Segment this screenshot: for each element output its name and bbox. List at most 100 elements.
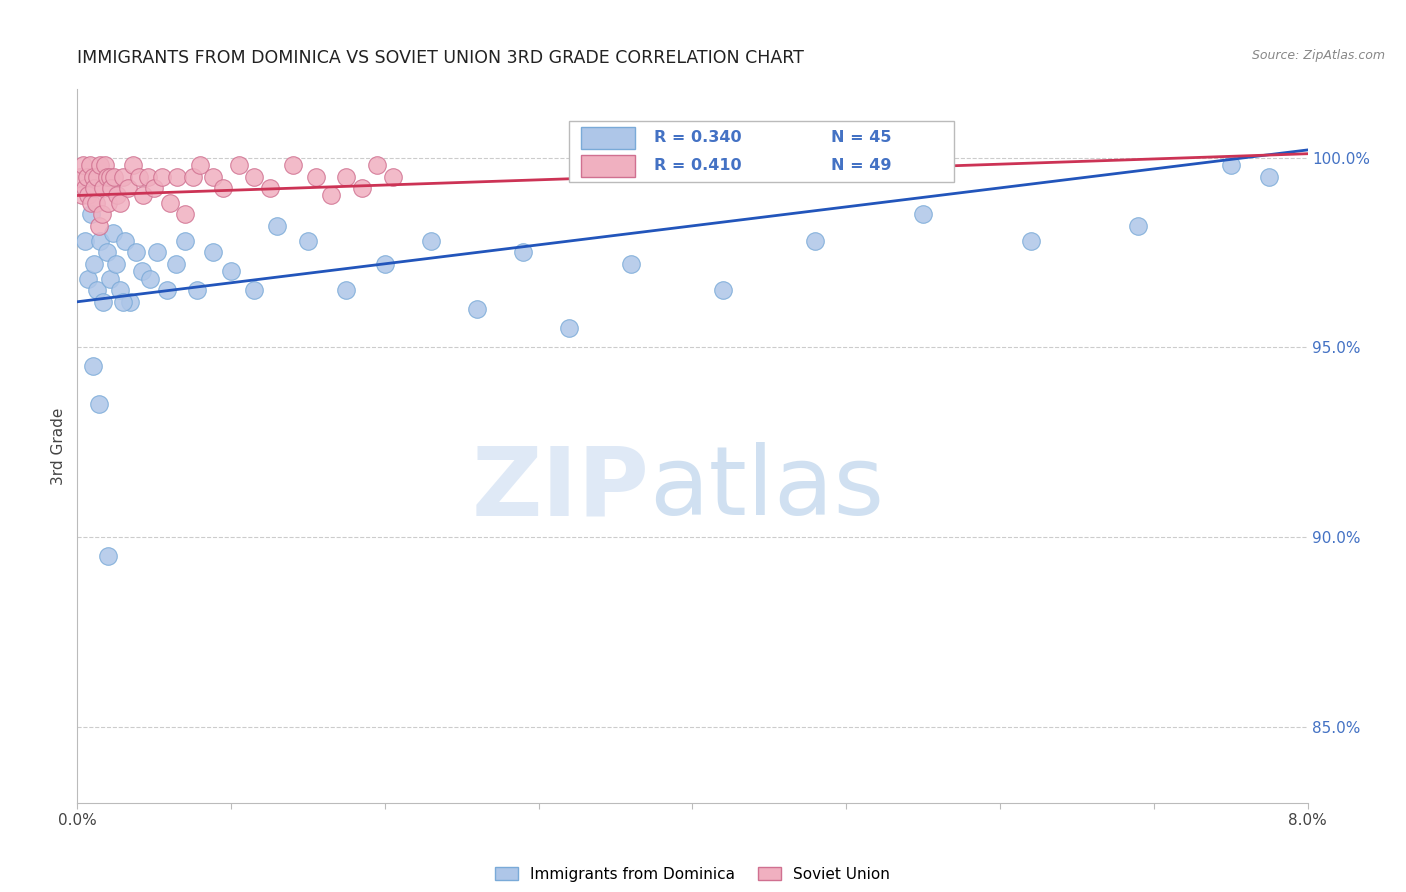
Point xyxy=(335,284,357,298)
Point xyxy=(101,227,124,241)
Point xyxy=(82,169,104,184)
Point xyxy=(201,169,224,184)
Point xyxy=(281,158,304,172)
Point xyxy=(305,169,328,184)
Point xyxy=(228,158,250,172)
Y-axis label: 3rd Grade: 3rd Grade xyxy=(51,408,66,484)
Point xyxy=(87,219,110,233)
Point xyxy=(128,169,150,184)
Point xyxy=(98,169,121,184)
Point xyxy=(131,264,153,278)
Point xyxy=(138,272,160,286)
Point xyxy=(181,169,204,184)
Point xyxy=(350,181,373,195)
Point xyxy=(143,181,166,195)
Point xyxy=(121,158,143,172)
Point xyxy=(243,284,266,298)
Point xyxy=(112,169,135,184)
Point xyxy=(620,257,643,271)
Point xyxy=(374,257,396,271)
Point xyxy=(266,219,288,233)
Point xyxy=(1019,234,1042,248)
Point xyxy=(335,169,357,184)
Point xyxy=(87,397,110,411)
Point xyxy=(82,359,104,374)
Point xyxy=(83,257,105,271)
Point xyxy=(77,188,100,202)
Point xyxy=(86,284,108,298)
Point xyxy=(174,234,197,248)
Point xyxy=(112,294,135,309)
Point xyxy=(558,321,581,335)
Point xyxy=(117,181,139,195)
Point xyxy=(219,264,242,278)
Point xyxy=(165,257,187,271)
Point xyxy=(136,169,159,184)
Point xyxy=(146,245,169,260)
Point xyxy=(110,284,132,298)
Point xyxy=(465,302,488,317)
Point xyxy=(212,181,235,195)
Point xyxy=(118,294,141,309)
Point xyxy=(166,169,188,184)
Legend: Immigrants from Dominica, Soviet Union: Immigrants from Dominica, Soviet Union xyxy=(489,861,896,888)
Point xyxy=(243,169,266,184)
Point xyxy=(186,284,208,298)
Point xyxy=(512,245,534,260)
Point xyxy=(174,207,197,221)
Text: Source: ZipAtlas.com: Source: ZipAtlas.com xyxy=(1251,49,1385,62)
Point xyxy=(77,272,100,286)
Point xyxy=(105,188,128,202)
Point xyxy=(80,196,103,211)
Point xyxy=(73,234,96,248)
Point xyxy=(420,234,443,248)
Point xyxy=(70,188,93,202)
Point xyxy=(190,158,212,172)
Point xyxy=(104,257,127,271)
Point xyxy=(150,169,173,184)
Point xyxy=(114,234,136,248)
Point xyxy=(84,196,107,211)
Point xyxy=(110,196,132,211)
Point xyxy=(201,245,224,260)
Point xyxy=(1219,158,1241,172)
Point xyxy=(83,181,105,195)
Point xyxy=(159,196,181,211)
Point xyxy=(97,196,120,211)
Point xyxy=(93,181,115,195)
Point xyxy=(132,188,155,202)
Point xyxy=(69,169,91,184)
Point xyxy=(96,169,118,184)
Text: ZIP: ZIP xyxy=(471,442,650,535)
Point xyxy=(98,272,121,286)
Point xyxy=(297,234,319,248)
Point xyxy=(97,549,120,563)
Point xyxy=(96,245,118,260)
Point xyxy=(319,188,342,202)
Point xyxy=(89,158,111,172)
Text: IMMIGRANTS FROM DOMINICA VS SOVIET UNION 3RD GRADE CORRELATION CHART: IMMIGRANTS FROM DOMINICA VS SOVIET UNION… xyxy=(77,49,804,67)
Point xyxy=(79,158,101,172)
Point xyxy=(804,234,827,248)
Point xyxy=(80,207,103,221)
Point xyxy=(73,181,96,195)
Point xyxy=(1128,219,1150,233)
Point xyxy=(89,234,111,248)
Point xyxy=(103,169,125,184)
Point xyxy=(72,158,94,172)
Point xyxy=(259,181,281,195)
Point xyxy=(711,284,734,298)
Point xyxy=(86,169,108,184)
Point xyxy=(93,294,115,309)
Point xyxy=(125,245,148,260)
Point xyxy=(381,169,404,184)
Point xyxy=(76,169,98,184)
Point xyxy=(155,284,177,298)
Point xyxy=(94,158,117,172)
Point xyxy=(912,207,935,221)
Point xyxy=(100,181,122,195)
Point xyxy=(366,158,388,172)
Text: atlas: atlas xyxy=(650,442,884,535)
Point xyxy=(1258,169,1281,184)
Point xyxy=(90,207,114,221)
